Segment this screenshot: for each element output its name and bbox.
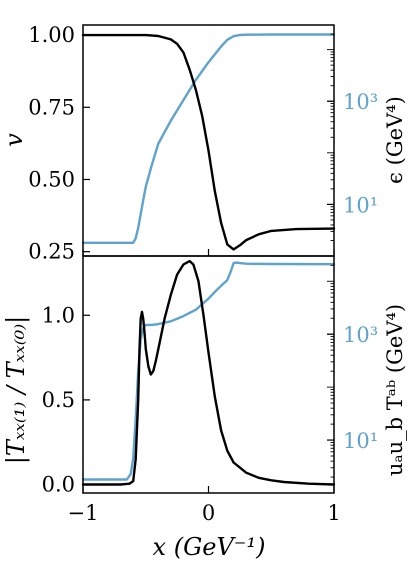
x-tick-label: 0 xyxy=(202,501,215,525)
top-left-axis-label: v xyxy=(0,133,28,147)
bottom-left-tick-label: 0.5 xyxy=(42,388,75,412)
bottom-series-right xyxy=(81,261,336,481)
top-left-tick-label: 1.00 xyxy=(28,23,75,47)
top-series-left xyxy=(81,33,336,251)
bottom-axes-frame xyxy=(82,255,335,494)
top-right-series-line xyxy=(81,33,336,245)
x-tick-label: −1 xyxy=(68,501,99,525)
x-tick-label: 1 xyxy=(327,501,340,525)
top-left-series-line xyxy=(81,33,336,251)
bottom-right-axis-label: uₐu_b Tᵃᵇ (GeV⁴) xyxy=(383,304,407,476)
top-right-tick-label: 10³ xyxy=(343,90,378,114)
bottom-series-left xyxy=(81,259,336,486)
bottom-left-tick-label: 1.0 xyxy=(42,303,75,327)
top-series-right xyxy=(81,33,336,245)
bottom-right-series-line xyxy=(81,261,336,481)
top-left-ticks: 1.00 0.75 0.50 0.25 xyxy=(28,23,335,264)
top-left-tick-label: 0.50 xyxy=(28,167,75,191)
bottom-right-ticks: 10³ 10¹ xyxy=(327,264,378,478)
bottom-right-tick-label: 10³ xyxy=(343,323,378,347)
top-panel: 1.00 0.75 0.50 0.25 10³ 10¹ v ϵ (GeV⁴) xyxy=(0,23,407,264)
top-right-ticks: 10³ 10¹ xyxy=(327,33,378,241)
bottom-left-axis-label: |Tₓₓ₍₁₎ / Tₓₓ₍₀₎| xyxy=(2,316,31,464)
bottom-right-tick-label: 10¹ xyxy=(343,429,378,453)
top-left-tick-label: 0.25 xyxy=(28,240,75,264)
x-ticks: −1 0 1 xyxy=(68,486,341,525)
x-axis-label: x (GeV⁻¹) xyxy=(153,533,266,561)
bottom-left-ticks: 1.0 0.5 0.0 xyxy=(42,303,90,497)
bottom-left-series-line xyxy=(81,259,336,486)
top-axes-frame xyxy=(82,24,335,257)
top-right-axis-label: ϵ (GeV⁴) xyxy=(383,96,407,184)
top-left-tick-label: 0.75 xyxy=(28,95,75,119)
bottom-left-tick-label: 0.0 xyxy=(42,473,75,497)
top-right-tick-label: 10¹ xyxy=(343,193,378,217)
